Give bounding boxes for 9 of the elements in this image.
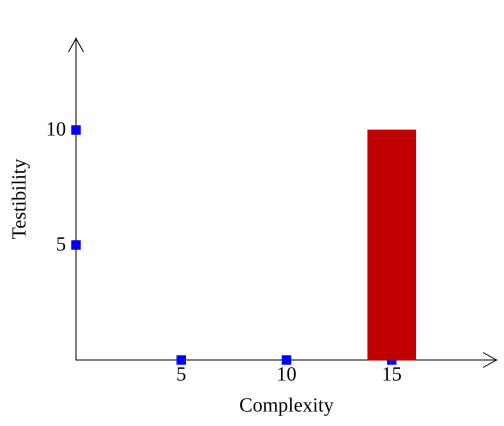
point <box>71 125 81 135</box>
point <box>71 240 81 250</box>
y-axis-title: Testibility <box>8 158 30 240</box>
x-tick-label: 15 <box>382 363 402 386</box>
point <box>282 355 292 365</box>
x-axis-title: Complexity <box>239 394 334 416</box>
point <box>176 355 186 365</box>
x-tick-label: 5 <box>176 363 186 386</box>
x-tick-label: 10 <box>276 363 296 386</box>
